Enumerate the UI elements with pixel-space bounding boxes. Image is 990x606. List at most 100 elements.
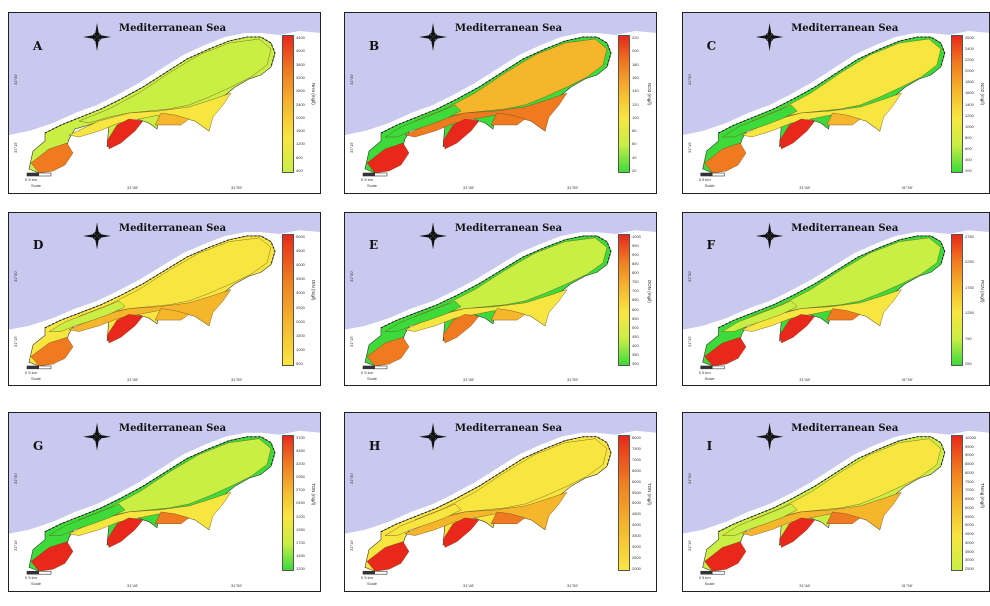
coastline: [44, 235, 276, 329]
compass-rose-icon: [419, 23, 447, 51]
scale-unit: Scale: [367, 581, 378, 587]
coastline: [718, 436, 946, 533]
colorbar-tick-label: 1200: [296, 566, 305, 572]
colorbar-tick-label: 3000: [632, 544, 641, 550]
longitude-label: 31°48': [127, 583, 139, 588]
contour-zone: [366, 541, 410, 572]
colorbar-tick-label: 2400: [296, 101, 305, 107]
colorbar-tick-label: 5000: [965, 522, 974, 528]
colorbar-tick-label: 350: [632, 351, 639, 357]
contour-zone: [704, 337, 747, 367]
colorbar-tick-label: 2600: [965, 35, 974, 40]
scale-labels: 0 5 km: [361, 177, 374, 182]
colorbar-tick-label: 500: [296, 360, 303, 366]
contour-zone: [826, 511, 861, 524]
latitude-label: 31°15': [13, 141, 18, 153]
panel-letter: A: [33, 39, 43, 53]
map-svg: [683, 413, 989, 575]
map-svg: [345, 213, 656, 370]
latitude-label: 31°15': [687, 141, 692, 153]
colorbar-tick-label: 2200: [296, 513, 305, 519]
scale-labels: 0 5 km: [698, 369, 711, 375]
longitude-label: 31°59': [901, 377, 913, 382]
colorbar-tick-label: 6500: [632, 467, 641, 473]
colorbar-tick-label: 3200: [296, 74, 305, 80]
sea-label: Mediterranean Sea: [455, 23, 563, 34]
colorbar-title: TNmg (mg/l): [980, 482, 985, 508]
colorbar-title: DON (mg/l): [647, 280, 652, 303]
map-panel-a: A Mediterranean Sea 4400 4000 3600 3200 2800 24…: [8, 12, 321, 194]
longitude-label: 31°48': [463, 377, 475, 382]
contour-zone: [442, 517, 480, 548]
scale-unit: Scale: [704, 183, 715, 188]
colorbar-tick-label: 3450: [296, 447, 305, 453]
contour-zone: [490, 308, 526, 321]
colorbar-tick-label: 40: [632, 154, 637, 160]
colorbar-tick-label: 8500: [965, 461, 974, 467]
colorbar-tick-label: 800: [965, 134, 972, 140]
colorbar-tick-label: 800: [296, 154, 303, 160]
latitude-label: 31°30': [13, 270, 18, 282]
colorbar-tick-label: 600: [632, 306, 639, 312]
contour-zone: [721, 503, 798, 536]
contour-zone: [68, 92, 232, 138]
colorbar-tick-label: 450: [632, 333, 639, 339]
sea-area: [683, 13, 989, 135]
contour-zone: [741, 92, 902, 138]
longitude-label: 31°48': [799, 583, 811, 588]
colorbar-tick-label: 1950: [296, 526, 305, 532]
colorbar-title: PON (mg/l): [980, 280, 985, 303]
sea-label: Mediterranean Sea: [119, 222, 227, 234]
panel-letter: H: [369, 438, 381, 453]
colorbar-tick-label: 5000: [632, 500, 641, 506]
contour-zone: [48, 503, 126, 536]
scale-labels: 0 5 km: [25, 575, 38, 581]
colorbar-tick-label: 2200: [965, 57, 974, 63]
colorbar-tick-label: 1250: [965, 310, 974, 316]
sea-area: [683, 413, 989, 534]
contour-zone: [30, 142, 74, 174]
latitude-label: 31°30': [349, 270, 354, 282]
colorbar-tick-label: 3500: [632, 533, 641, 539]
colorbar-tick-label: 80: [632, 128, 637, 134]
colorbar-tick-label: 1600: [296, 128, 305, 134]
colorbar-tick-label: 7500: [632, 445, 641, 451]
contour-zone: [384, 104, 462, 138]
colorbar: [951, 434, 963, 572]
contour-zone: [154, 511, 190, 524]
colorbar-tick-label: 7000: [632, 456, 641, 462]
latitude-label: 31°15': [687, 335, 692, 347]
colorbar-tick-label: 750: [632, 279, 639, 285]
colorbar-title: NO2 (mg/l): [980, 83, 985, 106]
sea-label: Mediterranean Sea: [119, 422, 227, 434]
contour-zone: [779, 118, 816, 150]
compass-rose-icon: [755, 222, 784, 250]
scale-bar: [700, 365, 725, 370]
colorbar-tick-label: 900: [632, 252, 639, 258]
contour-zone: [721, 104, 798, 138]
colorbar-tick-label: 4500: [296, 248, 305, 254]
latitude-label: 31°15': [13, 335, 18, 347]
contour-zone: [404, 491, 568, 536]
colorbar-tick-label: 4000: [296, 48, 305, 54]
longitude-label: 31°48': [463, 583, 475, 588]
colorbar-tick-label: 9500: [965, 443, 974, 449]
scale-bar: [362, 365, 388, 370]
map-svg: [9, 213, 320, 370]
latitude-label: 31°30': [13, 472, 18, 485]
sea-area: [9, 213, 320, 330]
map-panel-d: D Mediterranean Sea 5000 4500 4000 3500 3000 25…: [8, 212, 321, 386]
colorbar-tick-label: 3000: [965, 557, 974, 563]
colorbar-tick-label: 1800: [965, 79, 974, 85]
contour-zone: [154, 112, 190, 126]
colorbar-tick-label: 950: [632, 243, 639, 249]
longitude-label: 31°59': [231, 377, 243, 382]
map-panel-c: C Mediterranean Sea 2600 2400 2200 2000 1800 16…: [682, 12, 990, 194]
colorbar-tick-label: 120: [632, 101, 639, 107]
coastline: [44, 36, 276, 134]
colorbar-tick-label: 6000: [632, 478, 641, 484]
colorbar: [951, 35, 963, 173]
sea-area: [683, 213, 989, 330]
longitude-label: 31°48': [463, 185, 475, 190]
colorbar-tick-label: 3700: [296, 434, 305, 440]
